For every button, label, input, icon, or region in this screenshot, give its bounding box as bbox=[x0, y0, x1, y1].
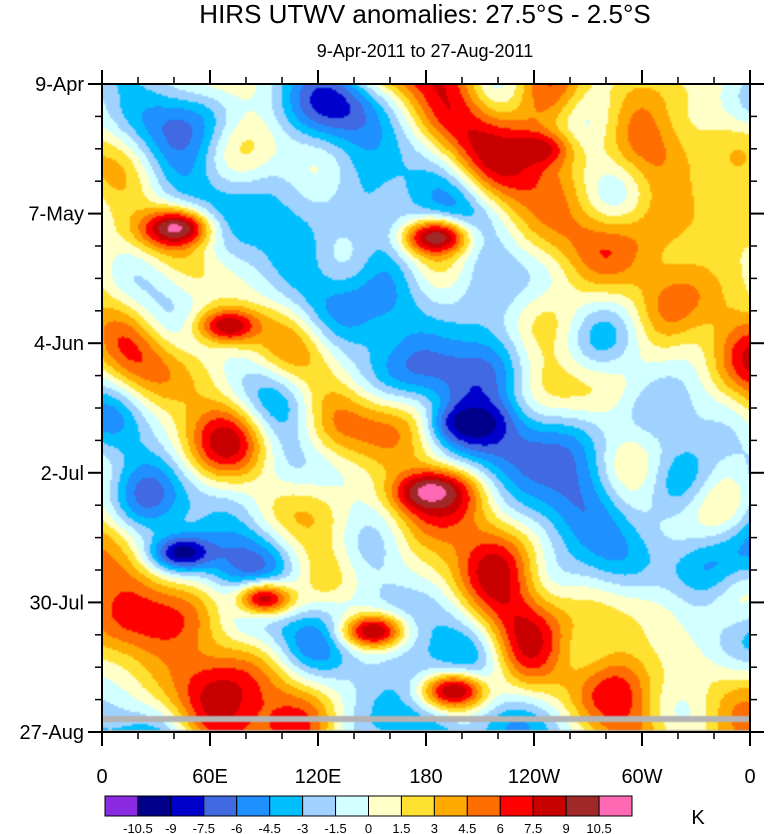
colorbar-box bbox=[598, 795, 633, 817]
colorbar-box bbox=[499, 795, 534, 817]
y-tick-label: 4-Jun bbox=[34, 333, 84, 355]
colorbar-label: 6 bbox=[497, 821, 504, 834]
colorbar-label: -1.5 bbox=[324, 821, 346, 834]
chart-title: HIRS UTWV anomalies: 27.5°S - 2.5°S bbox=[199, 0, 650, 29]
colorbar-box bbox=[302, 795, 337, 817]
colorbar-unit: K bbox=[691, 807, 705, 829]
x-tick-label: 60E bbox=[192, 766, 228, 788]
colorbar-label: -4.5 bbox=[258, 821, 280, 834]
y-tick-label: 7-May bbox=[28, 204, 84, 226]
colorbar-label: 7.5 bbox=[524, 821, 542, 834]
colorbar-box bbox=[203, 795, 238, 817]
colorbar-box bbox=[104, 795, 139, 817]
colorbar-box bbox=[466, 795, 501, 817]
colorbar-label: -10.5 bbox=[123, 821, 153, 834]
y-tick-label: 30-Jul bbox=[30, 592, 84, 614]
colorbar-label: 9 bbox=[563, 821, 570, 834]
anomaly-field bbox=[102, 84, 750, 732]
colorbar-label: 3 bbox=[431, 821, 438, 834]
x-tick-label: 0 bbox=[744, 766, 755, 788]
x-tick-label: 120W bbox=[508, 766, 560, 788]
colorbar-label: 4.5 bbox=[458, 821, 476, 834]
colorbar-label: -6 bbox=[231, 821, 243, 834]
colorbar-box bbox=[368, 795, 402, 817]
y-tick-label: 2-Jul bbox=[41, 463, 84, 485]
colorbar-box bbox=[532, 795, 567, 817]
colorbar-box bbox=[170, 795, 205, 817]
colorbar-box bbox=[400, 795, 435, 817]
y-tick-label: 27-Aug bbox=[20, 722, 85, 744]
y-axis: 9-Apr 7-May 4-Jun 2-Jul 30-Jul 27-Aug bbox=[20, 74, 764, 744]
colorbar-label: 1.5 bbox=[392, 821, 410, 834]
colorbar-box bbox=[269, 795, 304, 817]
colorbar: -10.5 -9 -7.5 -6 -4.5 -3 -1.5 0 1.5 3 4.5 6 7.5 9 10.5 bbox=[104, 795, 633, 834]
colorbar-label: 0 bbox=[365, 821, 372, 834]
colorbar-label: -3 bbox=[297, 821, 309, 834]
x-tick-label: 0 bbox=[96, 766, 107, 788]
x-axis: 0 60E 120E 180 120W 60W 0 bbox=[96, 70, 756, 788]
colorbar-box bbox=[433, 795, 468, 817]
x-tick-label: 60W bbox=[621, 766, 662, 788]
x-tick-label: 180 bbox=[409, 766, 442, 788]
y-tick-label: 9-Apr bbox=[35, 74, 84, 96]
colorbar-box bbox=[335, 795, 369, 817]
colorbar-label: -9 bbox=[165, 821, 177, 834]
colorbar-label: -7.5 bbox=[193, 821, 215, 834]
colorbar-box bbox=[565, 795, 600, 817]
plot-area bbox=[101, 83, 751, 733]
colorbar-box bbox=[236, 795, 271, 817]
colorbar-box bbox=[137, 795, 172, 817]
colorbar-label: 10.5 bbox=[586, 821, 611, 834]
chart-subtitle: 9-Apr-2011 to 27-Aug-2011 bbox=[317, 41, 533, 61]
x-tick-label: 120E bbox=[295, 766, 342, 788]
